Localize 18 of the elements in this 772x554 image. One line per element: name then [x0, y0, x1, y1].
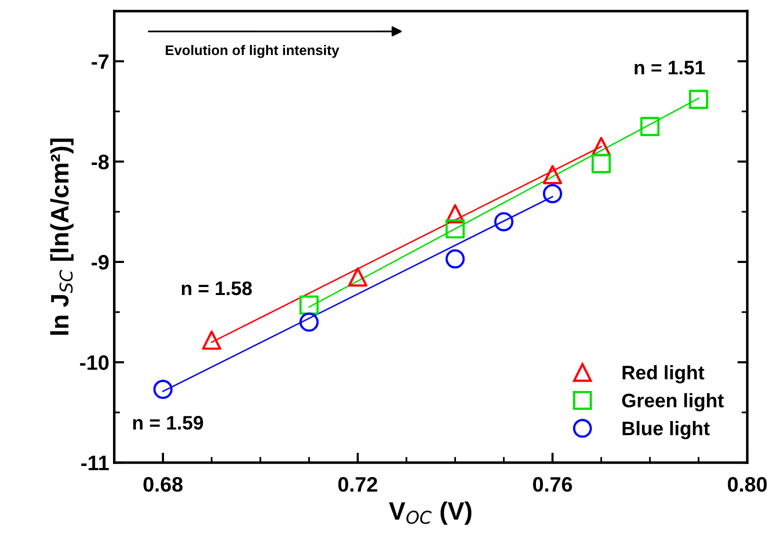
x-tick-label: 0.80 [728, 477, 767, 492]
legend-label: Green light [622, 393, 724, 412]
y-axis-title: ln J$_{SC}$ [ln(A/cm²)] [50, 138, 74, 335]
x-tick-label: 0.76 [533, 477, 572, 492]
annotation: n = 1.58 [182, 281, 252, 296]
y-tick-label: -11 [81, 456, 109, 470]
x-tick-label: 0.72 [338, 477, 378, 492]
legend-label: Red light [622, 365, 704, 384]
legend-label: Blue light [622, 421, 710, 440]
annotation: Evolution of light intensity [166, 44, 340, 58]
annotation: n = 1.59 [133, 416, 204, 430]
y-tick-label: -7 [92, 54, 108, 69]
x-tick-label: 0.68 [144, 477, 183, 492]
annotation: n = 1.51 [634, 60, 705, 74]
y-tick-label: -10 [80, 355, 109, 370]
y-tick-label: -9 [92, 254, 109, 270]
y-tick-label: -8 [92, 154, 109, 170]
x-axis-title: V$_{OC}$ (V) [388, 501, 472, 525]
